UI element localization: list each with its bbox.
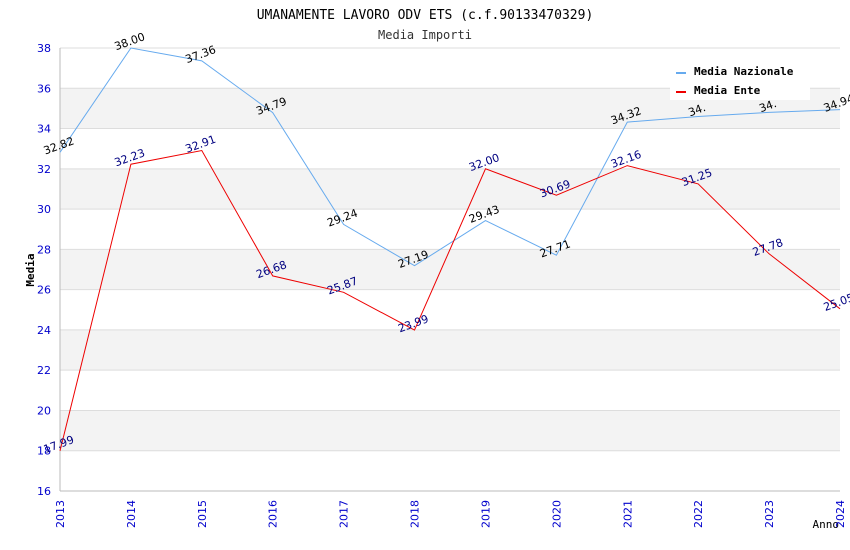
grid-band [60, 249, 840, 290]
x-tick-label: 2015 [196, 500, 209, 528]
grid-band [60, 289, 840, 330]
x-tick-label: 2013 [54, 500, 67, 528]
y-tick-label: 26 [37, 284, 51, 297]
y-tick-label: 22 [37, 364, 51, 377]
grid-band [60, 329, 840, 371]
x-tick-label: 2020 [550, 500, 563, 528]
data-label: 34. [757, 97, 778, 115]
y-tick-label: 36 [37, 82, 51, 95]
x-tick-label: 2023 [763, 500, 776, 528]
chart-subtitle: Media Importi [378, 28, 472, 42]
grid-bands [60, 48, 840, 491]
x-tick-label: 2016 [267, 500, 280, 528]
series-lines [59, 47, 841, 452]
y-tick-label: 34 [37, 123, 51, 136]
y-tick-label: 30 [37, 203, 51, 216]
x-tick-label: 2024 [834, 500, 847, 528]
grid-band [60, 370, 840, 411]
y-tick-label: 16 [37, 485, 51, 498]
x-tick-label: 2017 [338, 500, 351, 528]
data-label: 34. [687, 101, 708, 119]
x-tick-label: 2021 [621, 500, 634, 528]
y-tick-label: 38 [37, 42, 51, 55]
y-tick-label: 24 [37, 324, 51, 337]
x-tick-label: 2014 [125, 500, 138, 528]
x-tick-label: 2019 [479, 500, 492, 528]
legend: Media Nazionale Media Ente [670, 62, 810, 100]
grid-band [60, 410, 840, 451]
y-axis-title: Media [24, 253, 37, 286]
gridlines [60, 47, 840, 492]
grid-band [60, 128, 840, 169]
x-axis-title: Anno [813, 518, 840, 531]
y-tick-labels: 16 18 20 22 24 26 28 30 32 34 36 38 [37, 42, 51, 498]
legend-box [670, 62, 810, 100]
x-tick-label: 2022 [692, 500, 705, 528]
y-tick-label: 32 [37, 163, 51, 176]
legend-label-media-ente: Media Ente [694, 84, 761, 97]
x-tick-label: 2018 [409, 500, 422, 528]
grid-band [60, 450, 840, 491]
series-line-media-ente [59, 149, 841, 452]
series-line-media-nazionale [59, 47, 841, 267]
x-tick-labels: 2013 2014 2015 2016 2017 2018 2019 2020 2021 2022… [54, 500, 847, 528]
y-tick-label: 20 [37, 404, 51, 417]
chart-title: UMANAMENTE LAVORO ODV ETS (c.f.901334703… [257, 8, 594, 23]
legend-label-media-nazionale: Media Nazionale [694, 65, 794, 78]
y-tick-label: 18 [37, 445, 51, 458]
y-tick-label: 28 [37, 243, 51, 256]
grid-band [60, 168, 840, 210]
